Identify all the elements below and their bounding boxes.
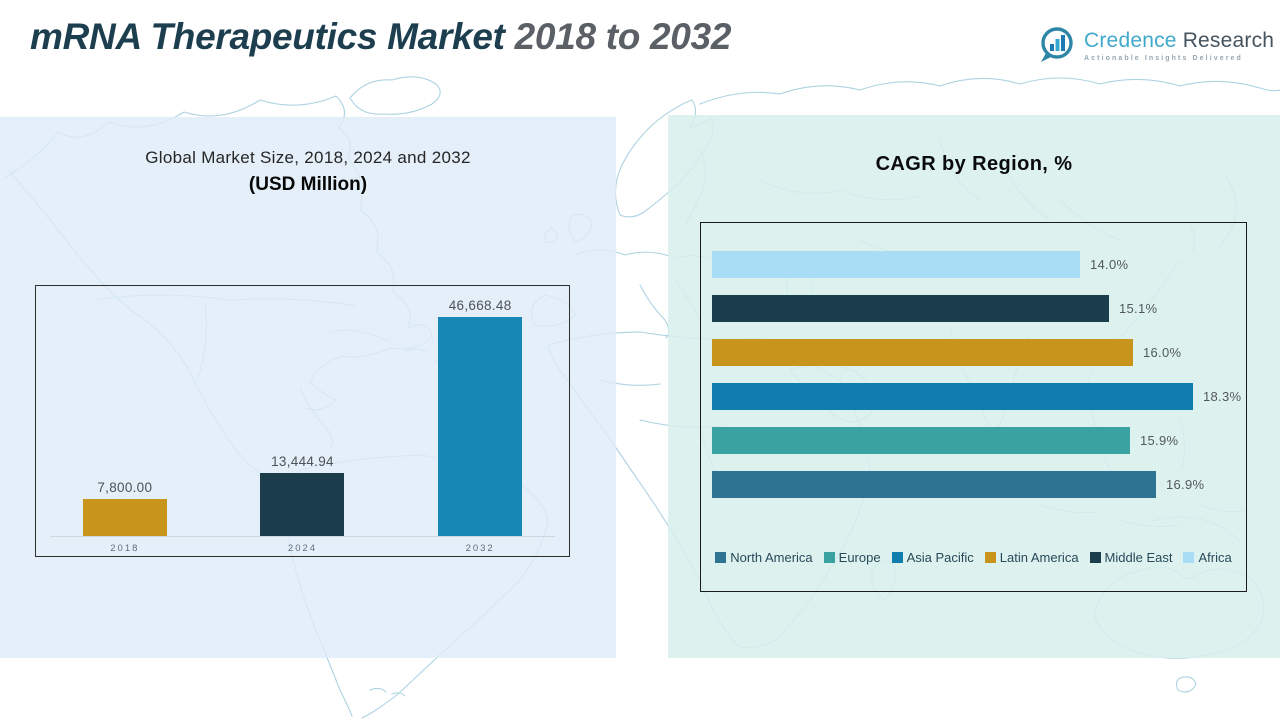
cagr-rows: 14.0% 15.1% 16.0% 18.3% 15.9% 16.9%	[712, 251, 1246, 515]
legend-label-latin-america: Latin America	[999, 550, 1079, 565]
bar-europe	[712, 427, 1130, 454]
value-label-middle-east: 15.1%	[1119, 301, 1158, 316]
value-label-asia-pacific: 18.3%	[1203, 389, 1242, 404]
market-size-plot: 7,800.00 13,444.94 46,668.48	[36, 286, 569, 536]
bar-africa	[712, 251, 1080, 278]
value-label-latin-america: 16.0%	[1143, 345, 1182, 360]
value-label-europe: 15.9%	[1140, 433, 1179, 448]
market-size-subtitle: (USD Million)	[248, 174, 368, 195]
legend-swatch-africa	[1183, 552, 1195, 563]
value-label-2032: 46,668.48	[448, 298, 512, 313]
value-label-2024: 13,444.94	[271, 454, 334, 469]
bar-column-2018: 7,800.00	[82, 480, 167, 536]
legend-item-middle-east: Middle East	[1089, 550, 1173, 565]
bar-north-america	[712, 471, 1156, 498]
legend-label-middle-east: Middle East	[1104, 550, 1173, 565]
market-size-title: Global Market Size, 2018, 2024 and 2032	[145, 148, 471, 167]
cagr-panel: CAGR by Region, % 14.0% 15.1% 16.0% 18.3% 15…	[668, 115, 1280, 658]
legend-swatch-north-america	[715, 552, 727, 563]
cagr-row-latin-america: 16.0%	[712, 339, 1246, 366]
legend-item-africa: Africa	[1183, 550, 1232, 565]
legend-item-north-america: North America	[715, 550, 813, 565]
cagr-chart: 14.0% 15.1% 16.0% 18.3% 15.9% 16.9% North Ame…	[700, 222, 1247, 592]
legend-label-africa: Africa	[1198, 550, 1232, 565]
logo-text: Credence Research Actionable Insights De…	[1084, 29, 1274, 62]
value-label-north-america: 16.9%	[1166, 477, 1205, 492]
bar-2032	[438, 317, 523, 536]
x-tick-2024: 2024	[287, 543, 318, 554]
market-size-xlabels: 2018 2024 2032	[36, 543, 569, 554]
cagr-row-asia-pacific: 18.3%	[712, 383, 1246, 410]
bar-latin-america	[712, 339, 1133, 366]
brand-second: Research	[1176, 28, 1275, 52]
bar-middle-east	[712, 295, 1109, 322]
value-label-2018: 7,800.00	[97, 480, 153, 495]
page-title-range: 2018 to 2032	[504, 16, 732, 57]
brand-tagline: Actionable Insights Delivered	[1084, 54, 1243, 62]
cagr-legend: North America Europe Asia Pacific Latin Ame…	[701, 550, 1246, 565]
bar-column-2032: 46,668.48	[438, 298, 523, 536]
x-tick-2032: 2032	[465, 543, 495, 554]
market-size-chart: 7,800.00 13,444.94 46,668.48 2018 2024 2032	[35, 285, 570, 557]
cagr-row-middle-east: 15.1%	[712, 295, 1246, 322]
market-size-panel: Global Market Size, 2018, 2024 and 2032 …	[0, 117, 616, 658]
cagr-row-africa: 14.0%	[712, 251, 1246, 278]
legend-swatch-latin-america	[984, 552, 996, 563]
cagr-row-europe: 15.9%	[712, 427, 1246, 454]
legend-swatch-europe	[823, 552, 835, 563]
value-label-africa: 14.0%	[1090, 257, 1129, 272]
page-title-main: mRNA Therapeutics Market	[30, 16, 505, 57]
bar-chart-bubble-icon	[1041, 27, 1073, 62]
cagr-title: CAGR by Region, %	[875, 153, 1073, 175]
page-title: mRNA Therapeutics Market 2018 to 2032	[30, 16, 731, 58]
bar-2024	[260, 473, 345, 536]
legend-item-europe: Europe	[823, 550, 881, 565]
legend-item-latin-america: Latin America	[984, 550, 1079, 565]
x-tick-2018: 2018	[110, 543, 140, 554]
legend-label-asia-pacific: Asia Pacific	[906, 550, 974, 565]
cagr-row-north-america: 16.9%	[712, 471, 1246, 498]
legend-label-europe: Europe	[838, 550, 881, 565]
bar-column-2024: 13,444.94	[260, 454, 345, 536]
x-axis-line	[50, 536, 555, 537]
brand-first: Credence	[1084, 28, 1177, 52]
legend-label-north-america: North America	[730, 550, 813, 565]
credence-research-logo: Credence Research Actionable Insights De…	[1036, 25, 1274, 65]
legend-swatch-asia-pacific	[891, 552, 903, 563]
legend-swatch-middle-east	[1089, 552, 1101, 563]
bar-2018	[82, 499, 167, 536]
brand-name: Credence Research	[1084, 29, 1274, 53]
legend-item-asia-pacific: Asia Pacific	[891, 550, 974, 565]
bar-asia-pacific	[712, 383, 1193, 410]
